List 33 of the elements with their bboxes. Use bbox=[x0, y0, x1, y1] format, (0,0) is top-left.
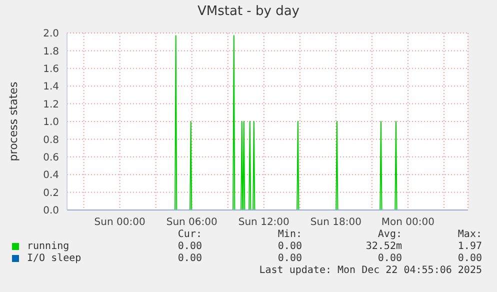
text: 0.00 bbox=[276, 241, 302, 252]
y-tick-label: 2.0 bbox=[43, 28, 59, 40]
text: Max: bbox=[456, 229, 482, 240]
x-tick-label: Sun 00:00 bbox=[94, 217, 146, 228]
y-tick-label: 0.8 bbox=[43, 134, 59, 146]
y-tick-label: 0.0 bbox=[43, 206, 59, 217]
text: 0.00 bbox=[176, 241, 202, 252]
text: 0.00 bbox=[376, 253, 402, 264]
x-tick-label: Sun 12:00 bbox=[238, 217, 290, 228]
text: Avg: bbox=[376, 229, 402, 240]
y-axis-title: process states bbox=[8, 82, 20, 162]
text: 0.00 bbox=[276, 253, 302, 264]
text: Min: bbox=[276, 229, 302, 240]
text: 0.00 bbox=[176, 253, 202, 264]
y-tick-label: 1.4 bbox=[43, 82, 59, 93]
y-tick-label: 0.6 bbox=[43, 152, 59, 164]
y-tick-label: 1.8 bbox=[43, 46, 59, 58]
text: Last update: Mon Dec 22 04:55:06 2025 bbox=[258, 265, 482, 276]
chart-title: VMstat - by day bbox=[196, 4, 300, 19]
text: Cur: bbox=[176, 229, 202, 240]
legend-label: running bbox=[26, 241, 70, 252]
x-tick-label: Mon 00:00 bbox=[381, 217, 435, 228]
legend-label: I/O sleep bbox=[26, 253, 82, 264]
y-tick-label: 0.2 bbox=[43, 188, 59, 199]
y-tick-label: 1.2 bbox=[43, 99, 59, 110]
y-tick-label: 1.6 bbox=[43, 64, 59, 75]
text: 1.97 bbox=[456, 241, 482, 252]
y-tick-label: 0.4 bbox=[43, 170, 59, 182]
x-tick-label: Sun 18:00 bbox=[310, 217, 362, 228]
text: 0.00 bbox=[456, 253, 482, 264]
x-tick-label: Sun 06:00 bbox=[166, 217, 218, 228]
text: 32.52m bbox=[364, 241, 402, 252]
y-tick-label: 1.0 bbox=[43, 117, 59, 128]
